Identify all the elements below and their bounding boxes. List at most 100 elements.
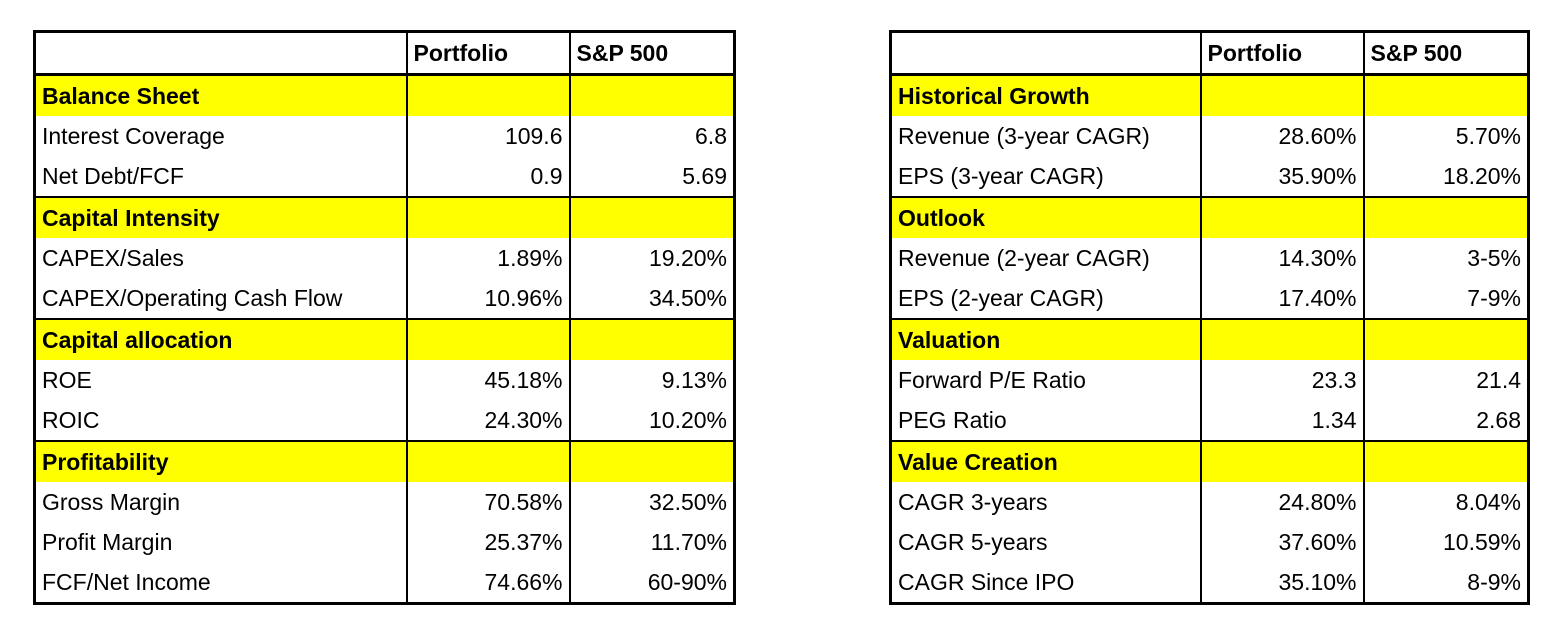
table-row: Revenue (3-year CAGR) 28.60% 5.70% (890, 116, 1529, 156)
benchmark-value: 7-9% (1467, 285, 1521, 311)
section-title: Capital Intensity (34, 196, 408, 238)
table-row: CAGR Since IPO 35.10% 8-9% (890, 562, 1529, 604)
benchmark-value: 11.70% (650, 529, 727, 555)
portfolio-value: 109.6 (406, 116, 571, 156)
metric-label: CAGR 5-years (890, 522, 1202, 562)
metric-label: EPS (3-year CAGR) (890, 156, 1202, 197)
table-row: FCF/Net Income 74.66% 60-90% (34, 562, 735, 604)
metric-label: EPS (2-year CAGR) (890, 278, 1202, 319)
header-cell-portfolio: Portfolio (406, 31, 571, 76)
header-cell-benchmark: S&P 500 (1363, 31, 1529, 76)
benchmark-value: 8.04% (1455, 489, 1521, 515)
table-row: Net Debt/FCF 0.9 5.69 (34, 156, 735, 197)
table-row: Revenue (2-year CAGR) 14.30% 3-5% (890, 238, 1529, 278)
header-row: Portfolio S&P 500 (890, 31, 1529, 76)
left-metrics-table: Portfolio S&P 500 Balance Sheet Interest Co… (33, 30, 736, 605)
metric-label: Revenue (2-year CAGR) (890, 238, 1202, 278)
section-row: Outlook (890, 196, 1529, 238)
benchmark-value: 34.50% (648, 285, 727, 311)
table-row: Gross Margin 70.58% 32.50% (34, 482, 735, 522)
left-table-body: Portfolio S&P 500 Balance Sheet Interest Co… (34, 31, 735, 604)
section-empty-cell (569, 318, 735, 360)
section-row: Valuation (890, 318, 1529, 360)
section-row: Value Creation (890, 440, 1529, 482)
section-empty-cell (406, 74, 571, 116)
section-empty-cell (569, 74, 735, 116)
benchmark-value: 2.68 (1476, 407, 1521, 433)
metric-label: Revenue (3-year CAGR) (890, 116, 1202, 156)
section-empty-cell (569, 440, 735, 482)
metric-label: ROIC (34, 400, 408, 441)
table-row: EPS (3-year CAGR) 35.90% 18.20% (890, 156, 1529, 197)
benchmark-value: 19.20% (648, 245, 727, 271)
right-metrics-table: Portfolio S&P 500 Historical Growth Revenue… (889, 30, 1530, 605)
portfolio-value: 45.18% (406, 360, 571, 400)
table-row: CAPEX/Sales 1.89% 19.20% (34, 238, 735, 278)
section-empty-cell (569, 196, 735, 238)
metric-label: PEG Ratio (890, 400, 1202, 441)
portfolio-value: 23.3 (1200, 360, 1365, 400)
header-cell-name (890, 31, 1202, 76)
section-title: Valuation (890, 318, 1202, 360)
right-table-body: Portfolio S&P 500 Historical Growth Revenue… (890, 31, 1529, 604)
table-row: Forward P/E Ratio 23.3 21.4 (890, 360, 1529, 400)
header-cell-benchmark: S&P 500 (569, 31, 735, 76)
metric-label: CAGR Since IPO (890, 562, 1202, 604)
section-row: Capital Intensity (34, 196, 735, 238)
table-row: Interest Coverage 109.6 6.8 (34, 116, 735, 156)
portfolio-value: 10.96% (406, 278, 571, 319)
section-empty-cell (1363, 318, 1529, 360)
section-title: Capital allocation (34, 318, 408, 360)
portfolio-value: 28.60% (1200, 116, 1365, 156)
table-row: EPS (2-year CAGR) 17.40% 7-9% (890, 278, 1529, 319)
metric-label: CAGR 3-years (890, 482, 1202, 522)
section-title: Historical Growth (890, 74, 1202, 116)
portfolio-value: 35.90% (1200, 156, 1365, 197)
portfolio-value: 70.58% (406, 482, 571, 522)
section-title: Profitability (34, 440, 408, 482)
table-row: CAPEX/Operating Cash Flow 10.96% 34.50% (34, 278, 735, 319)
benchmark-value: 32.50% (648, 489, 727, 515)
benchmark-value: 5.70% (1455, 123, 1521, 149)
benchmark-value: 8-9% (1467, 569, 1521, 595)
section-empty-cell (406, 440, 571, 482)
section-title: Outlook (890, 196, 1202, 238)
benchmark-value: 9.13% (661, 367, 727, 393)
section-empty-cell (1200, 196, 1365, 238)
portfolio-value: 25.37% (406, 522, 571, 562)
metric-label: Forward P/E Ratio (890, 360, 1202, 400)
table-row: ROE 45.18% 9.13% (34, 360, 735, 400)
portfolio-value: 24.30% (406, 400, 571, 441)
portfolio-value: 74.66% (406, 562, 571, 604)
metric-label: CAPEX/Operating Cash Flow (34, 278, 408, 319)
section-row: Profitability (34, 440, 735, 482)
metric-label: Interest Coverage (34, 116, 408, 156)
section-empty-cell (406, 196, 571, 238)
section-row: Historical Growth (890, 74, 1529, 116)
header-row: Portfolio S&P 500 (34, 31, 735, 76)
table-row: PEG Ratio 1.34 2.68 (890, 400, 1529, 441)
metric-label: Net Debt/FCF (34, 156, 408, 197)
section-title: Value Creation (890, 440, 1202, 482)
portfolio-value: 14.30% (1200, 238, 1365, 278)
portfolio-value: 17.40% (1200, 278, 1365, 319)
section-empty-cell (1200, 318, 1365, 360)
section-empty-cell (1200, 74, 1365, 116)
metric-label: ROE (34, 360, 408, 400)
section-row: Capital allocation (34, 318, 735, 360)
section-empty-cell (1363, 440, 1529, 482)
portfolio-value: 37.60% (1200, 522, 1365, 562)
benchmark-value: 5.69 (682, 163, 727, 189)
table-row: ROIC 24.30% 10.20% (34, 400, 735, 441)
header-cell-name (34, 31, 408, 76)
portfolio-value: 1.34 (1200, 400, 1365, 441)
metric-label: Profit Margin (34, 522, 408, 562)
metric-label: Gross Margin (34, 482, 408, 522)
table-row: CAGR 5-years 37.60% 10.59% (890, 522, 1529, 562)
portfolio-value: 1.89% (406, 238, 571, 278)
benchmark-value: 10.20% (648, 407, 727, 433)
benchmark-value: 3-5% (1467, 245, 1521, 271)
section-empty-cell (1200, 440, 1365, 482)
portfolio-value: 35.10% (1200, 562, 1365, 604)
benchmark-value: 18.20% (1442, 163, 1521, 189)
